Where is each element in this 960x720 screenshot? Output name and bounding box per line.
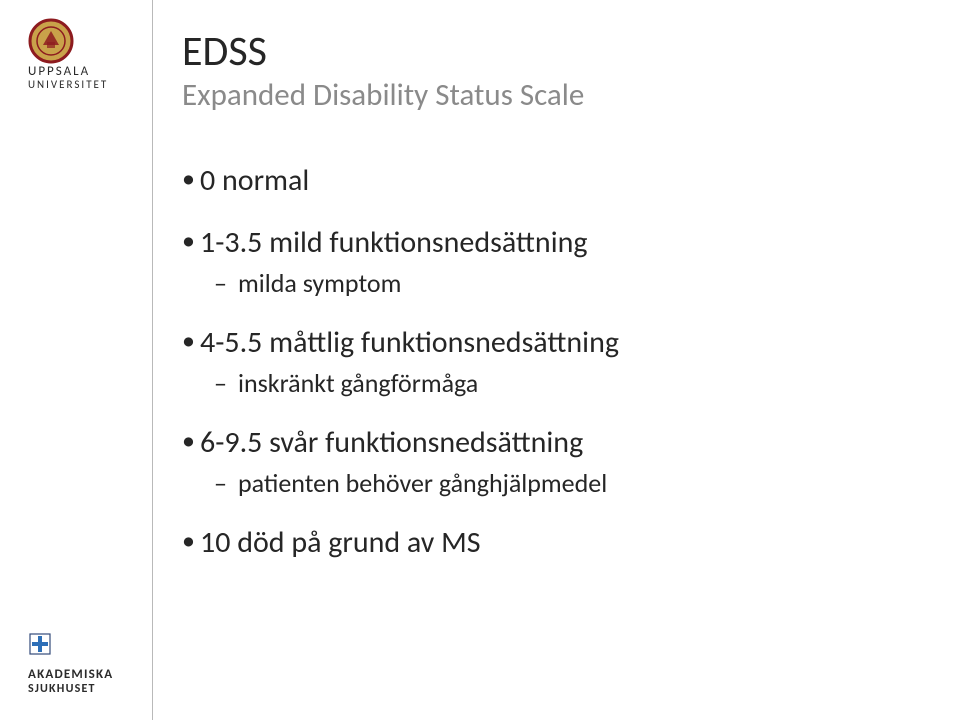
- list-item: 1-3.5 mild funktionsnedsättning milda sy…: [200, 224, 920, 300]
- list-item: 10 död på grund av MS: [200, 524, 920, 562]
- list-subitem: milda symptom: [238, 267, 920, 300]
- page-subtitle: Expanded Disability Status Scale: [182, 76, 920, 114]
- uppsala-logo: UPPSALA UNIVERSITET: [28, 18, 108, 91]
- bullet-text: 4-5.5 måttlig funktionsnedsättning: [200, 324, 619, 361]
- bullet-text: 1-3.5 mild funktionsnedsättning: [200, 224, 587, 261]
- list-item: 4-5.5 måttlig funktionsnedsättning inskr…: [200, 324, 920, 400]
- slide: UPPSALA UNIVERSITET AKADEMISKA SJUKHUSET…: [0, 0, 960, 720]
- sub-bullet-text: patienten behöver gånghjälpmedel: [238, 467, 607, 499]
- content-area: EDSS Expanded Disability Status Scale 0 …: [182, 30, 920, 585]
- vertical-divider: [152, 0, 153, 720]
- uppsala-name-2: UNIVERSITET: [28, 78, 108, 91]
- list-item: 6-9.5 svår funktionsnedsättning patiente…: [200, 424, 920, 500]
- page-title: EDSS: [182, 30, 920, 74]
- akademiska-name-2: SJUKHUSET: [28, 682, 113, 696]
- uppsala-name-1: UPPSALA: [28, 64, 108, 79]
- sub-bullet-text: milda symptom: [238, 267, 401, 299]
- bullet-text: 10 död på grund av MS: [200, 524, 481, 561]
- akademiska-name-1: AKADEMISKA: [28, 667, 113, 682]
- akademiska-logo: AKADEMISKA SJUKHUSET: [28, 632, 113, 696]
- list-subitem: inskränkt gångförmåga: [238, 367, 920, 400]
- sub-bullet-text: inskränkt gångförmåga: [238, 367, 478, 399]
- list-item: 0 normal: [200, 162, 920, 200]
- bullet-text: 0 normal: [200, 162, 309, 199]
- akademiska-cross-icon: [28, 632, 52, 656]
- list-subitem: patienten behöver gånghjälpmedel: [238, 467, 920, 500]
- bullet-list: 0 normal 1-3.5 mild funktionsnedsättning…: [182, 162, 920, 561]
- bullet-text: 6-9.5 svår funktionsnedsättning: [200, 424, 583, 461]
- uppsala-seal-icon: [28, 18, 74, 64]
